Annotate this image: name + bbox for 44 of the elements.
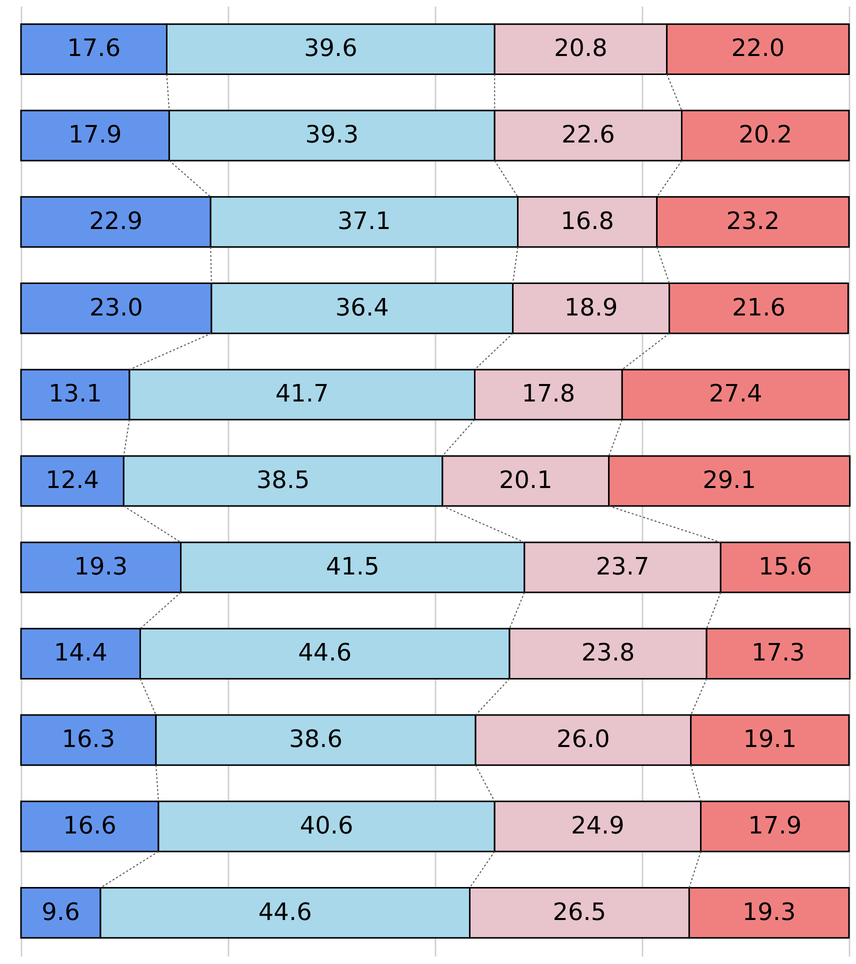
data-label: 20.1 [498, 466, 552, 494]
data-label: 15.6 [758, 552, 812, 580]
data-label: 20.2 [738, 120, 792, 149]
data-label: 24.9 [570, 811, 624, 840]
data-label: 26.5 [552, 898, 606, 926]
data-label: 9.6 [42, 898, 80, 926]
data-label: 12.4 [46, 466, 100, 494]
data-label: 17.9 [68, 120, 122, 149]
data-label: 41.7 [275, 380, 329, 408]
data-label: 19.3 [742, 898, 796, 926]
data-label: 23.7 [596, 552, 650, 580]
data-label: 19.1 [743, 725, 797, 754]
data-label: 14.4 [54, 638, 108, 667]
data-label: 27.4 [708, 380, 762, 408]
data-label: 36.4 [335, 293, 389, 322]
data-label: 39.3 [305, 120, 359, 149]
data-label: 38.6 [289, 725, 342, 754]
data-label: 16.3 [62, 725, 116, 754]
data-label: 13.1 [48, 380, 102, 408]
data-label: 41.5 [326, 552, 380, 580]
data-label: 17.8 [522, 380, 576, 408]
data-label: 16.6 [63, 811, 116, 840]
data-label: 23.2 [726, 206, 780, 235]
data-label: 29.1 [702, 466, 756, 494]
data-label: 17.9 [748, 811, 802, 840]
data-label: 38.5 [256, 466, 310, 494]
data-label: 17.6 [67, 34, 121, 62]
data-label: 19.3 [74, 552, 128, 580]
data-label: 18.9 [564, 293, 618, 322]
data-label: 22.9 [89, 206, 143, 235]
data-label: 40.6 [300, 811, 354, 840]
data-label: 16.8 [560, 206, 614, 235]
data-label: 44.6 [298, 638, 352, 667]
data-label: 22.6 [561, 120, 615, 149]
data-label: 37.1 [337, 206, 391, 235]
data-label: 23.0 [90, 293, 143, 322]
data-label: 44.6 [258, 898, 312, 926]
data-label: 22.0 [731, 34, 785, 62]
data-label: 39.6 [304, 34, 358, 62]
data-label: 23.8 [581, 638, 635, 667]
data-label: 26.0 [556, 725, 610, 754]
data-label: 21.6 [732, 293, 786, 322]
data-label: 20.8 [554, 34, 608, 62]
data-label: 17.3 [751, 638, 805, 667]
